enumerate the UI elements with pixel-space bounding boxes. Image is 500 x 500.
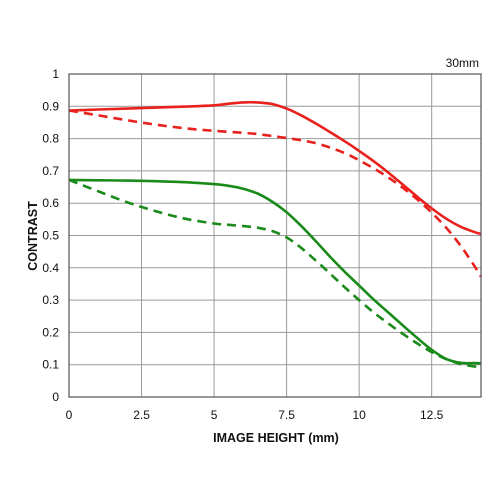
- x-tick-label: 10: [352, 408, 366, 422]
- x-axis-label: IMAGE HEIGHT (mm): [213, 431, 339, 445]
- x-tick-label: 2.5: [133, 408, 150, 422]
- x-tick-label: 12.5: [420, 408, 444, 422]
- y-tick-label: 0.3: [42, 293, 59, 307]
- focal-length-annotation: 30mm: [446, 56, 479, 70]
- series-line-2: [68, 178, 482, 365]
- y-tick-label: 0.9: [42, 99, 59, 113]
- x-tick-labels: 0 2.5 5 7.5 10 12.5: [66, 408, 444, 422]
- y-tick-label: 0.1: [42, 358, 59, 372]
- plot-frame: [68, 73, 482, 398]
- x-tick-label: 7.5: [278, 408, 295, 422]
- y-tick-label: 0.4: [42, 261, 59, 275]
- series-line-1: [68, 109, 483, 278]
- y-tick-label: 0.2: [42, 325, 59, 339]
- grid: [68, 73, 481, 398]
- y-tick-label: 0.6: [42, 196, 59, 210]
- x-tick-label: 5: [211, 408, 218, 422]
- y-tick-label: 0: [52, 390, 59, 404]
- series-line-3: [68, 178, 482, 369]
- y-tick-labels: 0 0.1 0.2 0.3 0.4 0.5 0.6 0.7 0.8 0.9 1: [42, 67, 59, 404]
- y-tick-label: 1: [52, 67, 59, 81]
- x-tick-label: 0: [66, 408, 73, 422]
- series-lines: [68, 100, 483, 369]
- y-tick-label: 0.5: [42, 229, 59, 243]
- series-line-0: [68, 100, 482, 236]
- y-tick-label: 0.8: [42, 132, 59, 146]
- y-tick-label: 0.7: [42, 164, 59, 178]
- y-axis-label: CONTRAST: [26, 201, 40, 271]
